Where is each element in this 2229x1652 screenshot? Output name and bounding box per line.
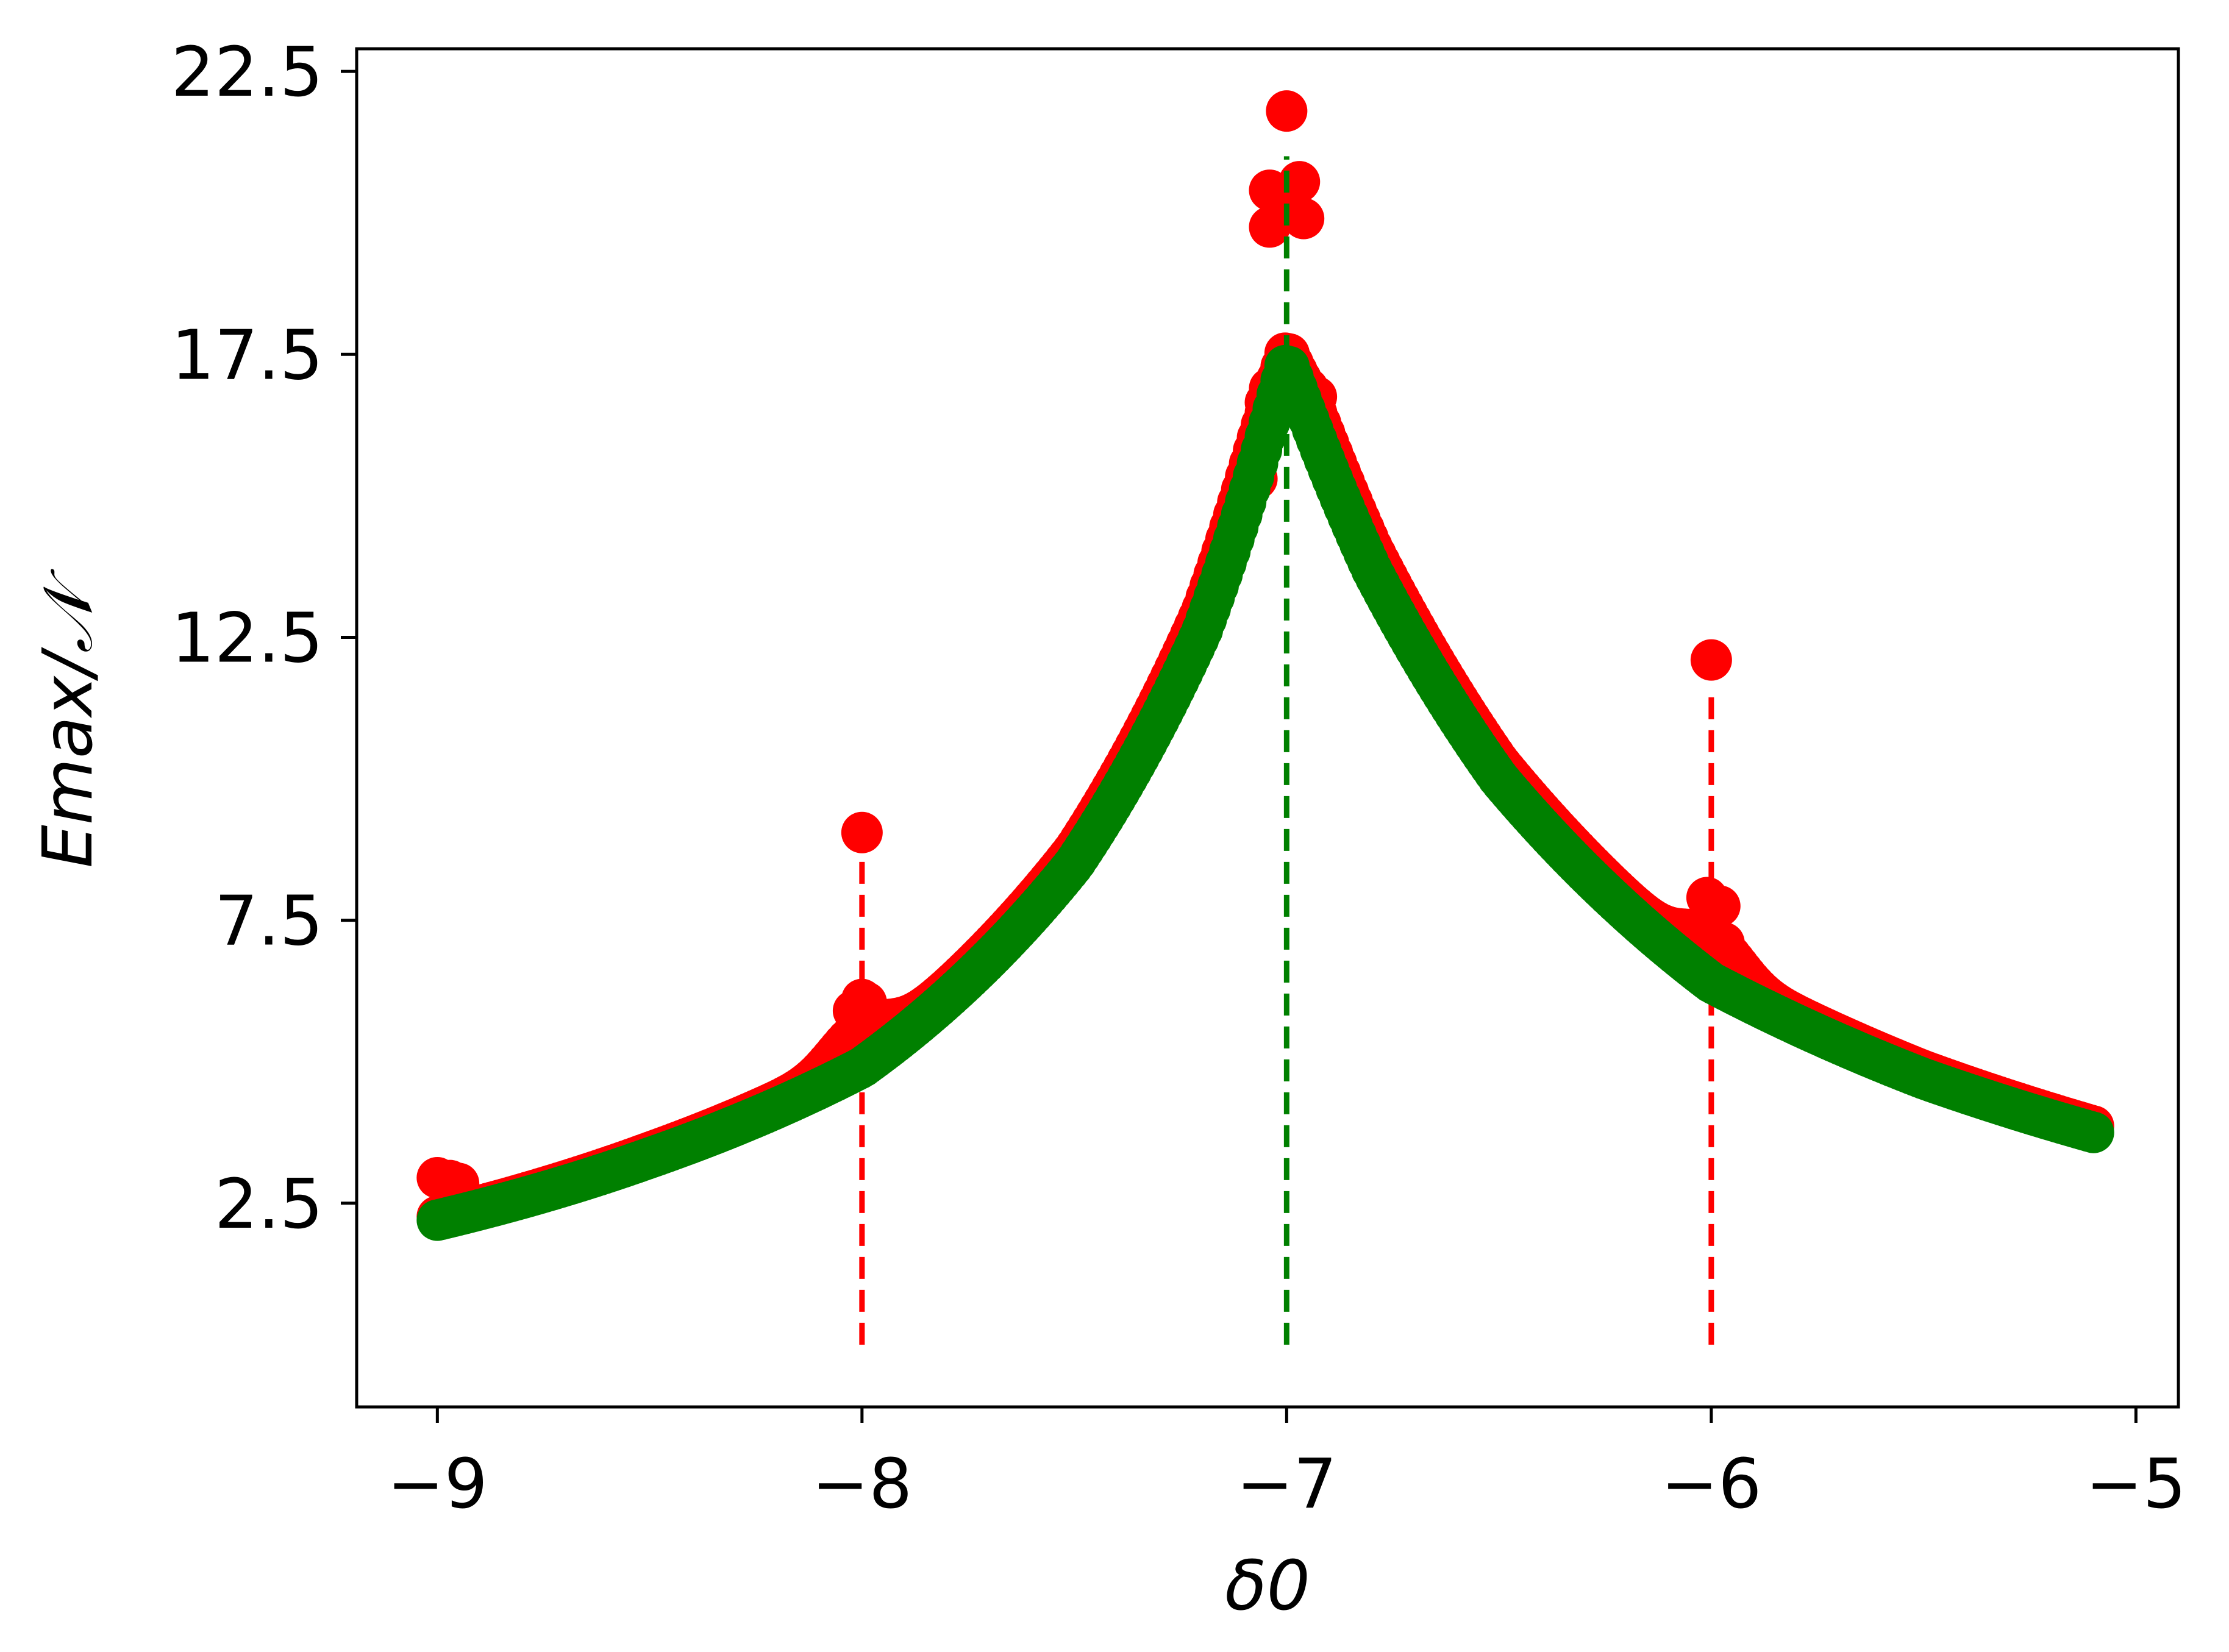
x-tick-label: −6	[1661, 1445, 1761, 1524]
y-tick-label: 7.5	[215, 882, 323, 961]
x-axis: −9 −8 −7 −6 −5	[387, 1407, 2186, 1524]
y-tick-label: 12.5	[171, 599, 323, 678]
red-series-point	[1690, 639, 1732, 681]
x-tick-label: −9	[387, 1445, 488, 1524]
x-tick-label: −5	[2086, 1445, 2186, 1524]
plot-area	[416, 90, 2114, 1345]
x-axis-label: δ0	[1225, 1547, 1310, 1626]
red-series-point	[1249, 206, 1291, 248]
y-axis: 2.5 7.5 12.5 17.5 22.5	[171, 33, 357, 1244]
y-tick-label: 2.5	[215, 1165, 323, 1244]
y-tick-label: 22.5	[171, 33, 323, 112]
y-axis-label: Emax/𝒩	[29, 568, 108, 868]
x-tick-label: −8	[811, 1445, 912, 1524]
red-series-point	[1283, 198, 1325, 240]
red-series-point	[1699, 885, 1741, 927]
red-series-point	[845, 981, 887, 1024]
x-tick-label: −7	[1236, 1445, 1337, 1524]
y-tick-label: 17.5	[171, 316, 323, 395]
red-series-point	[841, 811, 883, 853]
red-series-point	[1266, 90, 1308, 132]
green-series-point	[2072, 1111, 2114, 1153]
plot-frame	[355, 47, 2180, 1409]
